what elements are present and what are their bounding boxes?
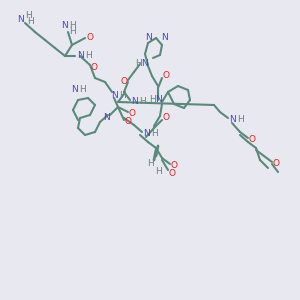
Text: O: O <box>163 71 170 80</box>
Text: O: O <box>128 110 136 118</box>
Text: N: N <box>141 58 147 68</box>
Text: O: O <box>91 64 98 73</box>
Text: N: N <box>111 91 117 100</box>
Text: H: H <box>148 95 155 104</box>
Text: O: O <box>272 160 280 169</box>
Text: H: H <box>237 116 243 124</box>
Text: H: H <box>69 22 75 31</box>
Text: H: H <box>147 160 153 169</box>
Text: N: N <box>145 32 152 41</box>
Text: O: O <box>121 77 128 86</box>
Text: H: H <box>27 17 33 26</box>
Text: H: H <box>154 167 161 176</box>
Text: O: O <box>169 169 176 178</box>
Text: N: N <box>142 130 149 139</box>
Text: N: N <box>16 16 23 25</box>
Text: O: O <box>248 136 256 145</box>
Text: N: N <box>103 113 110 122</box>
Text: H: H <box>79 85 86 94</box>
Text: H: H <box>139 98 145 106</box>
Text: N: N <box>154 95 161 104</box>
Text: H: H <box>69 28 75 37</box>
Text: H: H <box>151 130 158 139</box>
Text: H: H <box>85 52 92 61</box>
Text: N: N <box>229 116 236 124</box>
Text: N: N <box>162 32 168 41</box>
Text: N: N <box>76 52 83 61</box>
Text: O: O <box>170 161 178 170</box>
Text: O: O <box>86 34 94 43</box>
Text: N: N <box>61 22 68 31</box>
Text: N: N <box>130 98 137 106</box>
Text: O: O <box>163 113 170 122</box>
Text: H: H <box>135 58 141 68</box>
Text: H: H <box>25 11 32 20</box>
Text: H: H <box>118 91 125 100</box>
Text: N: N <box>72 85 78 94</box>
Text: O: O <box>124 118 131 127</box>
